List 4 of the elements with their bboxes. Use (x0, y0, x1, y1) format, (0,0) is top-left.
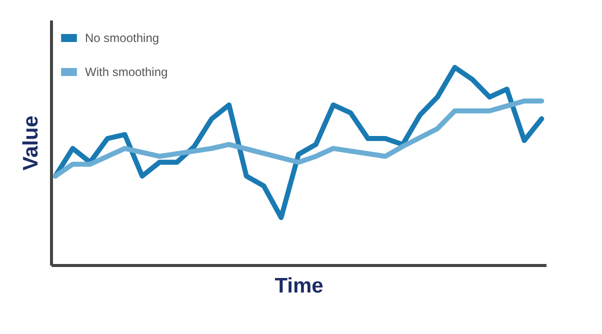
y-axis-title: Value (20, 116, 42, 170)
legend-label: No smoothing (85, 31, 160, 45)
x-axis-title: Time (274, 274, 324, 298)
legend-label: With smoothing (85, 65, 168, 79)
